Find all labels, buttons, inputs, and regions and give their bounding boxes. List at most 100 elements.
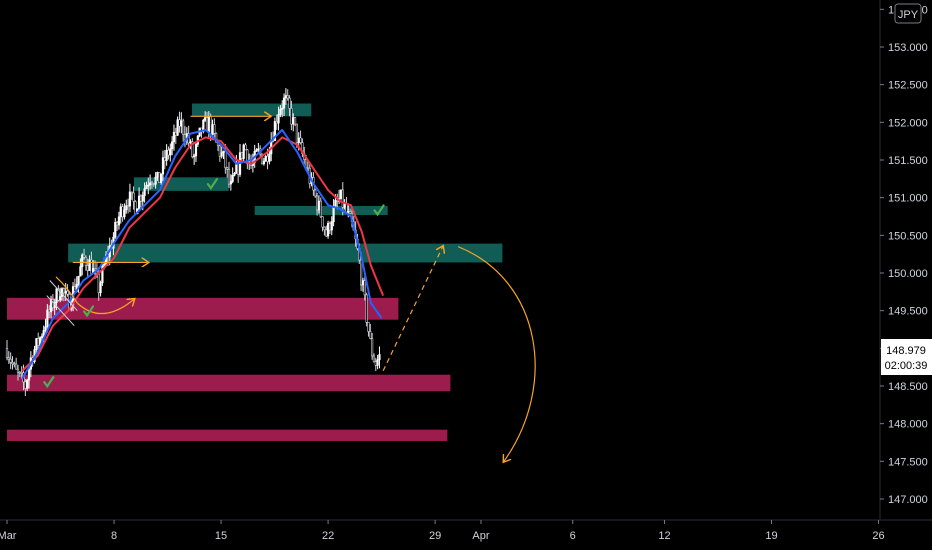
candle-body-80 xyxy=(152,183,155,185)
candle-body-96 xyxy=(182,120,185,135)
candle-body-2 xyxy=(9,358,12,363)
candle-body-22 xyxy=(46,309,49,328)
candle-body-111 xyxy=(209,116,212,136)
price-tick-label: 147.000 xyxy=(888,494,928,506)
candle-body-10 xyxy=(24,381,27,389)
checkmark-icon-2 xyxy=(82,305,95,318)
candle-body-86 xyxy=(163,157,166,161)
candle-body-33 xyxy=(66,290,69,295)
candle-body-139 xyxy=(260,153,264,165)
price-tick-label: 151.000 xyxy=(888,193,928,205)
candle-body-51 xyxy=(99,282,102,294)
candle-body-155 xyxy=(290,108,293,125)
candle-body-124 xyxy=(233,173,236,176)
candle-body-194 xyxy=(361,280,365,286)
candle-body-88 xyxy=(167,149,170,156)
moving-average-line-0 xyxy=(21,136,385,372)
trend-annotations xyxy=(43,116,536,462)
candle-body-125 xyxy=(235,163,238,174)
candle-body-87 xyxy=(165,149,168,161)
price-tick-label: 151.500 xyxy=(888,155,928,167)
candle-body-143 xyxy=(268,153,271,162)
candle-body-180 xyxy=(336,200,339,202)
candle-body-82 xyxy=(156,172,159,178)
candle-body-126 xyxy=(237,163,240,175)
candle-body-61 xyxy=(117,216,121,226)
candle-body-40 xyxy=(79,266,82,277)
candle-body-123 xyxy=(231,174,234,182)
candle-body-62 xyxy=(119,206,122,218)
candle-body-7 xyxy=(18,371,21,374)
candle-body-44 xyxy=(86,265,89,271)
current-price-tag: 148.979 02:00:39 xyxy=(881,339,932,375)
zone-4 xyxy=(7,297,399,320)
candle-body-45 xyxy=(88,259,91,271)
candle-body-198 xyxy=(369,331,372,339)
candle-body-146 xyxy=(273,121,276,141)
candle-body-73 xyxy=(139,195,143,202)
candle-body-195 xyxy=(363,280,366,296)
checkmark-icon-0 xyxy=(206,178,218,191)
candle-body-156 xyxy=(292,117,295,125)
candle-body-160 xyxy=(299,137,302,143)
candle-body-172 xyxy=(321,216,324,228)
moving-averages xyxy=(21,128,385,380)
candle-body-77 xyxy=(147,184,150,187)
candle-body-91 xyxy=(172,131,176,143)
time-axis[interactable]: Mar 8 15 22 29 Apr 6 12 19 26 xyxy=(0,520,885,542)
candle-body-136 xyxy=(255,149,258,152)
cross-line-2 xyxy=(49,280,78,311)
candle-body-175 xyxy=(326,222,330,237)
candle-body-23 xyxy=(48,309,51,313)
candle-body-66 xyxy=(126,205,130,207)
candle-body-203 xyxy=(378,354,381,361)
time-tick-label: Apr xyxy=(472,530,489,542)
candle-body-159 xyxy=(297,137,300,144)
candle-body-48 xyxy=(93,267,97,271)
candle-body-148 xyxy=(277,114,280,124)
candle-body-11 xyxy=(26,379,29,389)
candle-body-186 xyxy=(347,211,350,213)
candle-body-95 xyxy=(180,120,183,127)
candle-body-79 xyxy=(150,182,154,185)
currency-badge[interactable]: JPY xyxy=(894,3,922,24)
candle-body-28 xyxy=(57,288,60,301)
time-tick-label: 22 xyxy=(322,530,334,542)
candle-body-120 xyxy=(226,167,229,170)
candle-body-174 xyxy=(325,229,328,237)
candle-body-31 xyxy=(62,288,65,294)
candle-body-19 xyxy=(40,336,43,339)
candle-body-103 xyxy=(194,143,198,157)
moving-average-line-1 xyxy=(21,128,383,380)
candle-body-1 xyxy=(7,357,10,360)
candle-body-122 xyxy=(229,181,232,185)
projection-arrow-down xyxy=(457,246,536,462)
candle-body-60 xyxy=(115,222,119,226)
price-tick-label: 150.000 xyxy=(888,268,928,280)
price-tick-label: 147.500 xyxy=(888,456,928,468)
candle-body-173 xyxy=(323,226,326,231)
candle-body-184 xyxy=(343,203,346,208)
candle-body-100 xyxy=(189,141,192,144)
price-tick-label: 153.000 xyxy=(888,42,928,54)
candle-body-63 xyxy=(121,206,124,218)
candle-body-150 xyxy=(281,107,284,110)
candle-body-75 xyxy=(143,188,146,196)
time-tick-label: 15 xyxy=(215,530,227,542)
candle-countdown-label: 02:00:39 xyxy=(885,360,928,372)
candle-body-169 xyxy=(315,195,319,211)
candle-body-118 xyxy=(222,150,225,154)
candle-body-102 xyxy=(193,155,196,158)
candle-body-176 xyxy=(328,222,332,231)
candle-body-164 xyxy=(306,167,310,170)
candle-body-4 xyxy=(13,363,16,366)
candle-body-72 xyxy=(138,195,141,210)
candle-body-43 xyxy=(84,256,87,266)
price-tick-label: 150.500 xyxy=(888,230,928,242)
candle-body-42 xyxy=(82,254,86,258)
candle-body-89 xyxy=(169,148,172,156)
candle-body-187 xyxy=(349,211,352,214)
candle-body-59 xyxy=(114,222,117,238)
candle-body-29 xyxy=(59,296,62,301)
